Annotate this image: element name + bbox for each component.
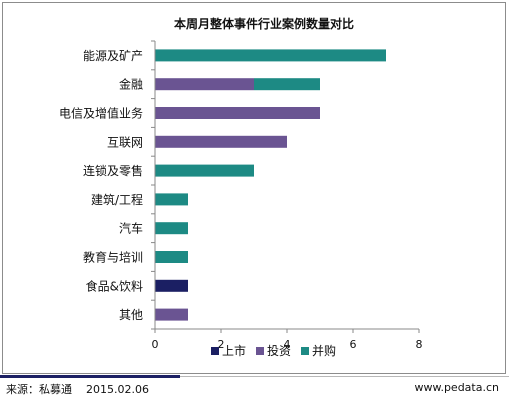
- legend-swatch-投资: [256, 347, 264, 355]
- x-tick-label: 4: [284, 338, 291, 351]
- bar-并购-6: [155, 222, 188, 235]
- bar-并购-7: [155, 251, 188, 263]
- bar-投资-9: [155, 308, 188, 321]
- bar-投资-3: [155, 135, 287, 148]
- footer-accent-bar: [0, 375, 180, 378]
- category-label: 金融: [119, 77, 143, 92]
- category-label: 食品&饮料: [86, 278, 143, 293]
- legend-label: 上市: [222, 343, 246, 358]
- chart-frame: 本周月整体事件行业案例数量对比能源及矿产金融电信及增值业务互联网连锁及零售建筑/…: [2, 2, 506, 374]
- source-date: 2015.02.06: [86, 383, 149, 396]
- category-label: 建筑/工程: [91, 192, 143, 207]
- legend-swatch-并购: [301, 347, 309, 355]
- legend-label: 并购: [312, 343, 336, 358]
- x-tick-label: 2: [218, 338, 225, 351]
- footer-divider: [180, 376, 509, 377]
- category-label: 能源及矿产: [83, 49, 143, 63]
- bar-并购-0: [155, 49, 386, 62]
- source-note: 来源：私募通 2015.02.06: [6, 381, 149, 397]
- bar-上市-8: [155, 279, 188, 292]
- bar-并购-4: [155, 164, 254, 177]
- bar-投资-1: [155, 78, 254, 91]
- x-tick-label: 0: [152, 338, 159, 351]
- source-label: 来源：私募通: [6, 383, 72, 396]
- category-label: 电信及增值业务: [59, 106, 143, 121]
- bar-并购-5: [155, 193, 188, 206]
- category-label: 汽车: [119, 221, 143, 236]
- legend-label: 投资: [267, 343, 291, 358]
- site-url: www.pedata.cn: [414, 381, 499, 394]
- category-label: 互联网: [107, 135, 143, 149]
- bar-投资-2: [155, 107, 320, 119]
- legend-swatch-上市: [211, 347, 219, 355]
- category-label: 其他: [119, 308, 143, 322]
- bar-chart: 本周月整体事件行业案例数量对比能源及矿产金融电信及增值业务互联网连锁及零售建筑/…: [59, 16, 423, 358]
- chart-title: 本周月整体事件行业案例数量对比: [174, 16, 354, 31]
- x-tick-label: 8: [416, 338, 423, 351]
- bar-并购-1: [254, 78, 320, 91]
- category-label: 教育与培训: [83, 250, 143, 265]
- category-label: 连锁及零售: [83, 163, 143, 178]
- x-tick-label: 6: [350, 338, 357, 351]
